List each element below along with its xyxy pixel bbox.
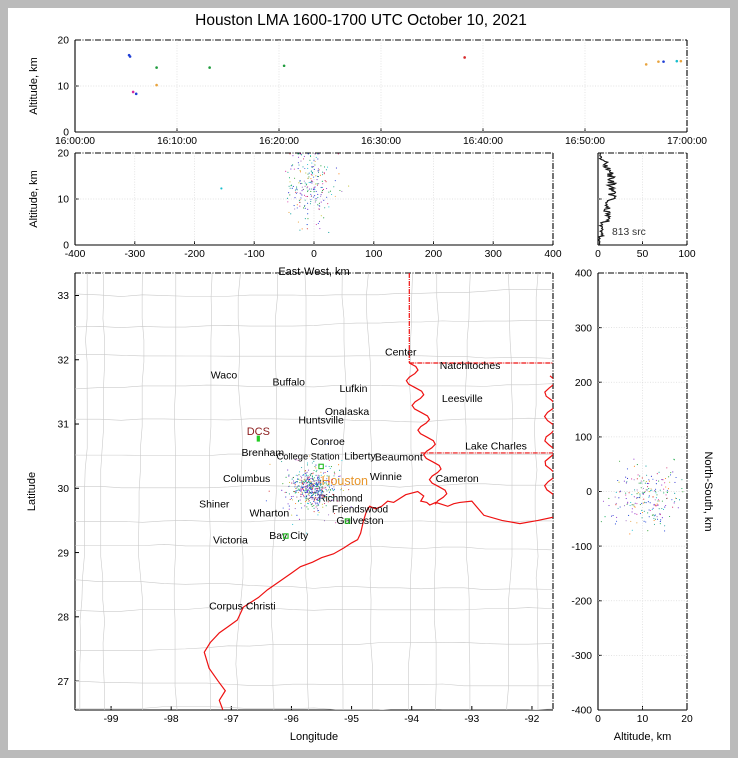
svg-text:16:30:00: 16:30:00: [361, 136, 401, 147]
svg-text:0: 0: [586, 487, 592, 498]
svg-text:200: 200: [575, 378, 592, 389]
svg-text:Columbus: Columbus: [223, 473, 270, 485]
svg-text:Houston LMA 1600-1700 UTC Octo: Houston LMA 1600-1700 UTC October 10, 20…: [195, 12, 527, 29]
svg-text:-97: -97: [224, 714, 239, 725]
svg-text:Huntsville: Huntsville: [298, 414, 344, 426]
svg-text:Friendswood: Friendswood: [332, 505, 388, 516]
svg-text:29: 29: [58, 548, 70, 559]
svg-text:Beaumont: Beaumont: [375, 452, 423, 464]
svg-text:32: 32: [58, 355, 70, 366]
svg-text:200: 200: [425, 249, 442, 260]
svg-text:28: 28: [58, 613, 70, 624]
svg-text:16:20:00: 16:20:00: [259, 136, 299, 147]
svg-text:30: 30: [58, 484, 70, 495]
svg-text:0: 0: [63, 241, 69, 252]
svg-text:16:50:00: 16:50:00: [565, 136, 605, 147]
svg-text:Cameron: Cameron: [436, 473, 479, 485]
svg-text:-92: -92: [525, 714, 540, 725]
svg-text:Conroe: Conroe: [310, 436, 345, 448]
svg-text:Liberty: Liberty: [344, 450, 376, 462]
svg-text:Altitude, km: Altitude, km: [28, 57, 40, 114]
svg-text:0: 0: [595, 249, 601, 260]
svg-text:300: 300: [485, 249, 502, 260]
svg-text:300: 300: [575, 323, 592, 334]
svg-text:Waco: Waco: [211, 370, 238, 382]
svg-text:16:40:00: 16:40:00: [463, 136, 503, 147]
svg-text:10: 10: [58, 195, 70, 206]
svg-text:100: 100: [365, 249, 382, 260]
svg-text:North-South, km: North-South, km: [702, 451, 714, 531]
svg-text:20: 20: [681, 714, 693, 725]
svg-text:East-West, km: East-West, km: [278, 266, 349, 278]
svg-text:20: 20: [58, 36, 70, 47]
svg-text:-94: -94: [404, 714, 419, 725]
svg-text:100: 100: [678, 249, 695, 260]
svg-text:Bay City: Bay City: [269, 530, 309, 542]
svg-text:Altitude, km: Altitude, km: [28, 170, 40, 227]
svg-text:27: 27: [58, 677, 70, 688]
svg-text:Center: Center: [385, 346, 417, 358]
svg-text:10: 10: [58, 82, 70, 93]
svg-text:Wharton: Wharton: [249, 507, 289, 519]
svg-text:400: 400: [544, 249, 561, 260]
svg-text:-300: -300: [124, 249, 145, 260]
svg-text:Natchitoches: Natchitoches: [440, 360, 501, 372]
svg-text:100: 100: [575, 433, 592, 444]
svg-text:17:00:00: 17:00:00: [667, 136, 707, 147]
svg-text:Latitude: Latitude: [26, 472, 38, 511]
svg-text:Leesville: Leesville: [442, 393, 483, 405]
svg-text:-100: -100: [244, 249, 265, 260]
svg-text:Longitude: Longitude: [290, 731, 338, 743]
svg-text:20: 20: [58, 149, 70, 160]
svg-text:Corpus Christi: Corpus Christi: [209, 600, 276, 612]
svg-text:Shiner: Shiner: [199, 498, 230, 510]
svg-text:10: 10: [637, 714, 649, 725]
svg-text:Galveston: Galveston: [336, 515, 383, 527]
svg-text:-400: -400: [571, 706, 592, 717]
svg-text:16:10:00: 16:10:00: [157, 136, 197, 147]
svg-text:Buffalo: Buffalo: [273, 377, 306, 389]
svg-text:Winnie: Winnie: [370, 471, 402, 483]
svg-text:31: 31: [58, 420, 70, 431]
svg-text:-95: -95: [344, 714, 359, 725]
svg-text:-96: -96: [284, 714, 299, 725]
svg-text:33: 33: [58, 291, 70, 302]
svg-text:50: 50: [637, 249, 649, 260]
svg-text:Victoria: Victoria: [213, 535, 248, 547]
svg-text:16:00:00: 16:00:00: [55, 136, 95, 147]
svg-text:-200: -200: [571, 596, 592, 607]
svg-text:813 src: 813 src: [612, 227, 646, 238]
svg-text:-100: -100: [571, 542, 592, 553]
svg-text:0: 0: [63, 128, 69, 139]
svg-text:-200: -200: [184, 249, 205, 260]
svg-text:Lake Charles: Lake Charles: [465, 441, 527, 453]
svg-text:-99: -99: [104, 714, 119, 725]
svg-text:0: 0: [311, 249, 317, 260]
svg-text:Lufkin: Lufkin: [339, 383, 367, 395]
svg-text:0: 0: [595, 714, 601, 725]
svg-text:400: 400: [575, 269, 592, 280]
svg-text:Altitude, km: Altitude, km: [614, 731, 671, 743]
svg-text:-93: -93: [464, 714, 479, 725]
svg-text:College Station: College Station: [277, 451, 340, 461]
svg-text:-98: -98: [164, 714, 179, 725]
svg-text:-300: -300: [571, 651, 592, 662]
